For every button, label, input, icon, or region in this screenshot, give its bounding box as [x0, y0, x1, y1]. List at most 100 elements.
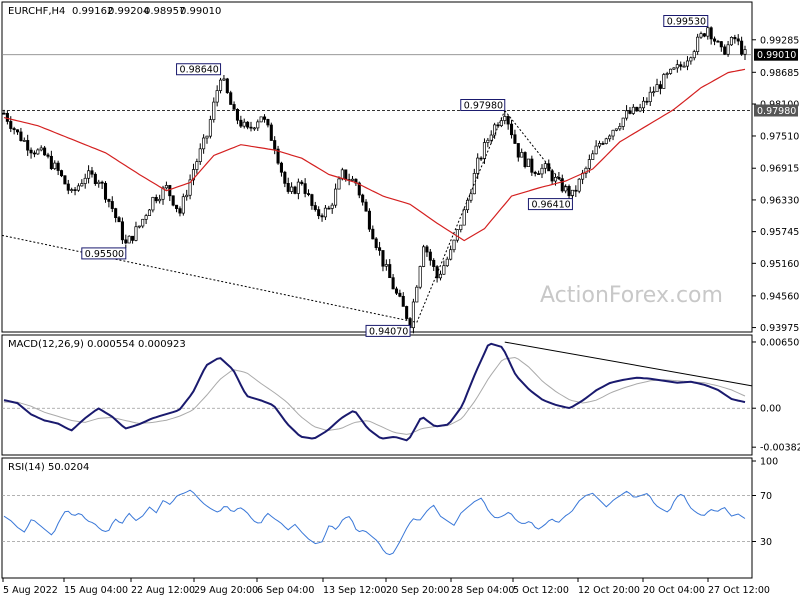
candle-body: [472, 173, 476, 195]
candle-body: [611, 129, 615, 137]
candle-body: [574, 189, 578, 192]
price-axis-label: 0.96330: [760, 195, 799, 206]
price-callout-label: 0.96410: [531, 200, 570, 211]
candle-body: [503, 116, 507, 121]
price-axis-label: 0.95745: [760, 227, 799, 238]
candle-body: [158, 198, 162, 202]
candle-body: [83, 177, 87, 184]
candle-body: [655, 84, 659, 93]
candle-body: [361, 194, 365, 203]
candle-body: [652, 91, 656, 94]
candle-body: [266, 119, 270, 126]
price-axis-label: 0.96915: [760, 164, 799, 175]
macd-signal-line: [4, 356, 746, 435]
candle-body: [696, 36, 700, 52]
candle-body: [188, 179, 192, 196]
current-price-tag-label: 0.99010: [757, 50, 796, 61]
candle-body: [567, 186, 571, 197]
time-axis-label: 13 Sep 12:00: [323, 585, 386, 596]
time-axis-label: 6 Sep 04:00: [257, 585, 314, 596]
candle-body: [543, 163, 547, 169]
candle-body: [29, 149, 33, 154]
candle-body: [533, 171, 537, 174]
candle-body: [601, 143, 605, 145]
candle-body: [685, 60, 690, 67]
candle-body: [422, 246, 426, 267]
macd-line: [3, 342, 746, 442]
candle-body: [706, 27, 710, 37]
rsi-plot: [2, 489, 752, 556]
candle-body: [648, 91, 652, 103]
candle-body: [445, 258, 449, 267]
macd-axis-label: 0.00: [760, 404, 781, 415]
time-axis-label: 29 Aug 20:00: [194, 585, 258, 596]
candle-body: [597, 143, 602, 147]
candle-body: [127, 235, 131, 244]
candle-body: [114, 208, 118, 218]
candle-body: [131, 235, 135, 241]
candle-body: [320, 215, 324, 218]
candle-body: [26, 140, 30, 151]
ohlc-close: 0.99010: [180, 6, 221, 17]
axes: 0.992850.986850.981000.975100.969150.963…: [2, 35, 800, 596]
candle-body: [625, 110, 629, 119]
candle-body: [208, 119, 212, 137]
candle-body: [516, 143, 520, 158]
candle-body: [672, 67, 676, 70]
candle-body: [144, 215, 148, 220]
candle-body: [66, 183, 70, 191]
rsi-panel-frame: [1, 457, 753, 579]
candle-body: [357, 182, 361, 196]
price-callout-box: [365, 324, 411, 337]
candle-body: [665, 73, 669, 75]
candle-body: [486, 139, 490, 143]
candle-body: [76, 185, 80, 191]
candle-body: [222, 78, 226, 81]
candle-body: [103, 182, 108, 200]
candle-body: [719, 41, 723, 48]
candle-body: [631, 106, 635, 114]
candle-body: [560, 178, 564, 192]
candle-body: [411, 301, 415, 329]
rsi-label: RSI(14) 50.0204: [8, 462, 89, 473]
support-trendline: [1, 234, 417, 323]
price-callout-box: [460, 99, 506, 112]
candle-body: [510, 123, 514, 136]
candle-body: [381, 250, 385, 267]
candle-body: [306, 193, 311, 195]
candle-body: [147, 209, 152, 216]
watermark: ActionForex.com: [540, 283, 723, 308]
candle-body: [658, 84, 662, 89]
candle-body: [628, 110, 632, 114]
candle-body: [327, 207, 331, 210]
price-callout-label: 0.94070: [369, 326, 408, 337]
candle-body: [682, 65, 686, 68]
candle-body: [635, 106, 639, 112]
candle-body: [334, 188, 338, 206]
candle-body: [12, 128, 16, 131]
candle-body: [97, 181, 101, 185]
candle-body: [32, 152, 36, 155]
current-price-tag: [754, 48, 798, 61]
candle-body: [493, 124, 497, 136]
candle-body: [276, 148, 280, 164]
price-callout-label: 0.95500: [85, 249, 124, 260]
candle-body: [225, 78, 229, 94]
candle-body: [662, 74, 666, 89]
price-callout-label: 0.98640: [180, 65, 219, 76]
candle-body: [384, 264, 388, 267]
candle-body: [46, 154, 50, 157]
candle-body: [530, 158, 534, 173]
candle-body: [466, 199, 470, 211]
candle-body: [290, 186, 294, 192]
candle-body: [364, 201, 368, 212]
candle-body: [70, 189, 74, 191]
candle-body: [19, 131, 23, 141]
candle-body: [178, 208, 182, 214]
candle-body: [337, 178, 341, 190]
candle-body: [323, 207, 327, 218]
candle-body: [164, 185, 168, 189]
candle-body: [242, 121, 246, 127]
candle-body: [110, 201, 114, 209]
candle-body: [733, 36, 737, 40]
